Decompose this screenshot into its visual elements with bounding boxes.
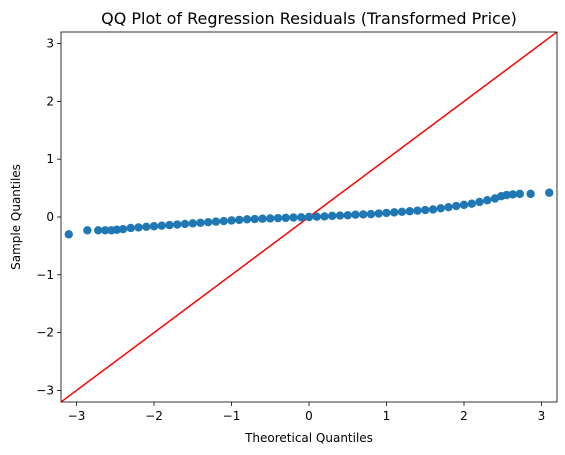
data-point <box>219 216 228 226</box>
data-point <box>94 226 103 235</box>
data-point <box>289 213 298 222</box>
data-point <box>188 219 197 228</box>
data-point <box>515 189 524 199</box>
data-point <box>526 189 535 199</box>
data-point <box>436 204 445 213</box>
data-point <box>366 209 376 219</box>
data-point <box>320 212 329 221</box>
y-tick-label: 2 <box>46 94 54 108</box>
data-point <box>235 215 244 225</box>
x-tick-label: −1 <box>223 409 241 423</box>
y-tick-label: 1 <box>46 152 54 166</box>
data-point <box>405 207 414 216</box>
data-point <box>413 206 422 215</box>
x-axis-ticks: −3 −2 −1 0 1 2 3 <box>68 402 546 423</box>
data-point <box>83 226 92 235</box>
points-layer <box>64 188 554 239</box>
data-point <box>211 217 221 226</box>
data-point <box>382 208 391 218</box>
x-tick-label: 3 <box>538 409 546 423</box>
data-point <box>483 196 492 205</box>
x-tick-label: 1 <box>383 409 391 423</box>
data-point <box>374 209 383 218</box>
data-point <box>142 222 151 232</box>
data-point <box>397 207 407 216</box>
data-point <box>351 210 360 219</box>
data-point <box>297 213 306 222</box>
data-point <box>475 197 484 207</box>
data-point <box>64 230 73 239</box>
y-tick-label: 0 <box>46 210 54 224</box>
x-tick-label: 2 <box>460 409 468 423</box>
data-point <box>118 224 128 234</box>
data-point <box>242 215 252 224</box>
data-point <box>328 211 337 221</box>
data-point <box>173 220 182 229</box>
x-axis-label: Theoretical Quantiles <box>244 431 373 445</box>
data-point <box>312 212 321 221</box>
y-tick-label: −2 <box>36 326 54 340</box>
data-point <box>390 208 399 217</box>
y-tick-label: −1 <box>36 268 54 282</box>
data-point <box>281 213 290 223</box>
data-point <box>421 205 430 215</box>
data-point <box>149 222 159 231</box>
data-point <box>459 200 469 210</box>
data-point <box>273 213 283 223</box>
x-tick-label: 0 <box>305 409 313 423</box>
data-point <box>100 226 110 235</box>
data-point <box>545 188 554 197</box>
data-point <box>335 211 345 220</box>
data-point <box>134 223 143 232</box>
data-point <box>112 225 122 234</box>
data-point <box>467 199 476 208</box>
data-point <box>196 218 205 227</box>
data-point <box>250 214 259 224</box>
data-point <box>452 201 461 211</box>
y-tick-label: −3 <box>36 383 54 397</box>
data-point <box>428 205 438 214</box>
data-point <box>126 223 135 233</box>
data-point <box>227 216 236 225</box>
x-tick-label: −3 <box>68 409 86 423</box>
data-point <box>508 190 518 199</box>
y-tick-label: 3 <box>46 37 54 51</box>
data-point <box>502 190 511 200</box>
data-point <box>444 202 453 212</box>
y-axis-label: Sample Quantiles <box>9 164 23 270</box>
data-point <box>359 210 368 219</box>
data-point <box>343 211 352 220</box>
y-axis-ticks: −3 −2 −1 0 1 2 3 <box>36 37 61 397</box>
data-point <box>180 219 190 229</box>
data-point <box>204 218 213 227</box>
data-point <box>157 221 166 230</box>
data-point <box>304 212 314 222</box>
data-point <box>258 214 267 223</box>
data-point <box>266 214 275 223</box>
x-tick-label: −2 <box>145 409 163 423</box>
data-point <box>165 220 174 230</box>
chart-title: QQ Plot of Regression Residuals (Transfo… <box>101 9 517 28</box>
